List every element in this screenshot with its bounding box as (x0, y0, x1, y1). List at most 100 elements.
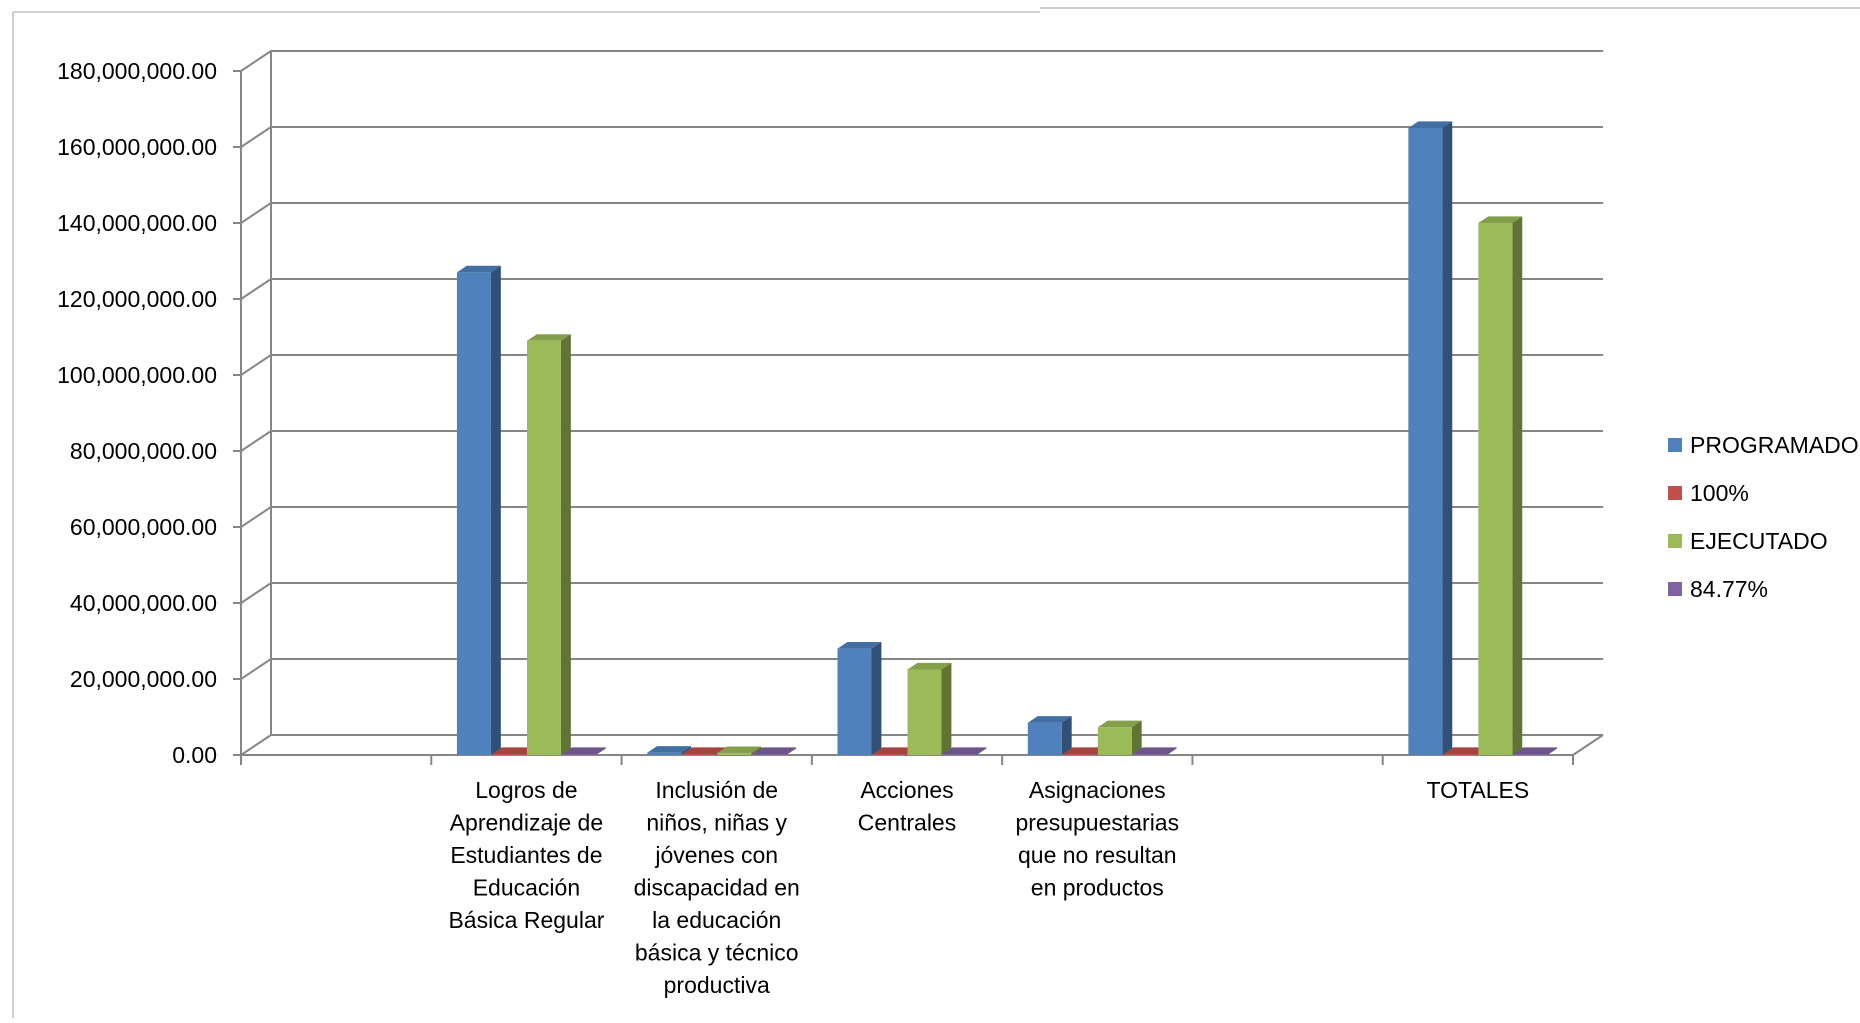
legend-swatch (1668, 438, 1682, 452)
x-category-label-line: TOTALES (1427, 777, 1530, 803)
bar-front-face (526, 340, 561, 755)
bar-top-face (1408, 121, 1453, 128)
bar-programado (1408, 121, 1453, 755)
bar-front-face (1027, 722, 1062, 755)
bar-top-face (717, 746, 762, 754)
legend-label: PROGRAMADO (1690, 432, 1859, 458)
gridline-depth (240, 658, 272, 680)
x-category-label-line: Logros de (475, 777, 577, 803)
bar-top-face (491, 747, 536, 754)
bar-side-face (751, 746, 762, 755)
bar-84-77- (1513, 747, 1558, 755)
x-category-label-line: la educación (652, 907, 781, 933)
bar-front-face (682, 754, 717, 755)
bar-front-face (1062, 754, 1097, 755)
bar-top-face (647, 746, 692, 753)
legend-swatch (1668, 534, 1682, 548)
bar-top-face (561, 747, 606, 754)
y-tick-label: 100,000,000.00 (57, 362, 217, 388)
y-tick-label: 120,000,000.00 (57, 286, 217, 312)
gridline-depth (240, 202, 272, 224)
bar-84-77- (752, 747, 797, 755)
bar-front-face (717, 753, 752, 755)
bar-programado (456, 265, 501, 755)
bar-front-face (752, 754, 787, 755)
bar-top-face (1097, 720, 1142, 728)
gridline-depth (240, 50, 272, 72)
bar-top-face (907, 662, 952, 670)
bar-top-face (526, 334, 571, 341)
bar-programado (647, 746, 692, 755)
x-category-label-line: Asignaciones (1029, 777, 1166, 803)
bar-side-face (560, 334, 571, 755)
bar-84-77- (1132, 747, 1177, 755)
bar-top-face (682, 747, 727, 754)
bar-front-face (491, 754, 526, 755)
x-category-label-line: Acciones (860, 777, 953, 803)
bar-top-face (872, 747, 917, 754)
legend-swatch (1668, 486, 1682, 500)
gridline-depth (240, 734, 272, 756)
bar-front-face (647, 752, 682, 755)
y-tick-label: 140,000,000.00 (57, 210, 217, 236)
x-category-label-line: Educación (473, 875, 580, 901)
bar-side-face (976, 747, 987, 755)
x-category-label-line: Inclusión de (655, 777, 778, 803)
x-category-label-line: Básica Regular (448, 907, 604, 933)
x-category-label-line: Estudiantes de (450, 842, 602, 868)
gridline-depth (240, 278, 272, 300)
bar-ejecutado (526, 334, 571, 755)
bar-side-face (595, 747, 606, 755)
bar-front-face (907, 669, 942, 755)
bar-front-face (1097, 727, 1132, 755)
x-category-label-line: productiva (664, 972, 770, 998)
bar-side-face (1512, 216, 1523, 755)
bar-front-face (561, 754, 596, 755)
legend-swatch (1668, 582, 1682, 596)
x-category-label-line: que no resultan (1018, 842, 1177, 868)
y-tick-label: 0.00 (172, 742, 217, 768)
bar-top-face (1478, 216, 1523, 223)
bar-top-face (837, 642, 882, 649)
bar-side-face (1442, 121, 1453, 755)
bar-side-face (1131, 720, 1142, 755)
x-category-label-line: discapacidad en (634, 875, 800, 901)
bar-side-face (1547, 747, 1558, 755)
bar-ejecutado (1478, 216, 1523, 755)
bar-top-face (1513, 747, 1558, 754)
x-category-label-line: en productos (1031, 875, 1164, 901)
x-category-label-line: jóvenes con (654, 842, 778, 868)
legend-label: 100% (1690, 480, 1749, 506)
bar-84-77- (561, 747, 606, 755)
bar-front-face (1478, 223, 1513, 755)
bar-top-face (1062, 747, 1107, 754)
bar-top-face (1443, 747, 1488, 754)
bar-top-face (752, 747, 797, 754)
bar-ejecutado (907, 662, 952, 755)
floor-right-edge (1572, 734, 1604, 756)
y-tick-label: 60,000,000.00 (70, 514, 217, 540)
bar-front-face (942, 754, 977, 755)
bar-side-face (1166, 747, 1177, 755)
x-category-label-line: básica y técnico (635, 940, 799, 966)
bar-top-face (942, 747, 987, 754)
bar-side-face (941, 662, 952, 755)
bar-side-face (1061, 716, 1072, 755)
x-category-label-line: presupuestarias (1015, 810, 1179, 836)
gridline-depth (240, 582, 272, 604)
y-tick-label: 180,000,000.00 (57, 58, 217, 84)
bar-programado (837, 642, 882, 755)
bar-side-face (490, 265, 501, 755)
bar-side-face (681, 746, 692, 755)
bar-front-face (872, 754, 907, 755)
bar-ejecutado (1097, 720, 1142, 755)
bar-side-face (871, 642, 882, 755)
bar-front-face (1513, 754, 1548, 755)
legend-label: EJECUTADO (1690, 528, 1828, 554)
gridline-depth (240, 126, 272, 148)
bar-top-face (456, 265, 501, 273)
bar-ejecutado (717, 746, 762, 755)
y-tick-label: 160,000,000.00 (57, 134, 217, 160)
